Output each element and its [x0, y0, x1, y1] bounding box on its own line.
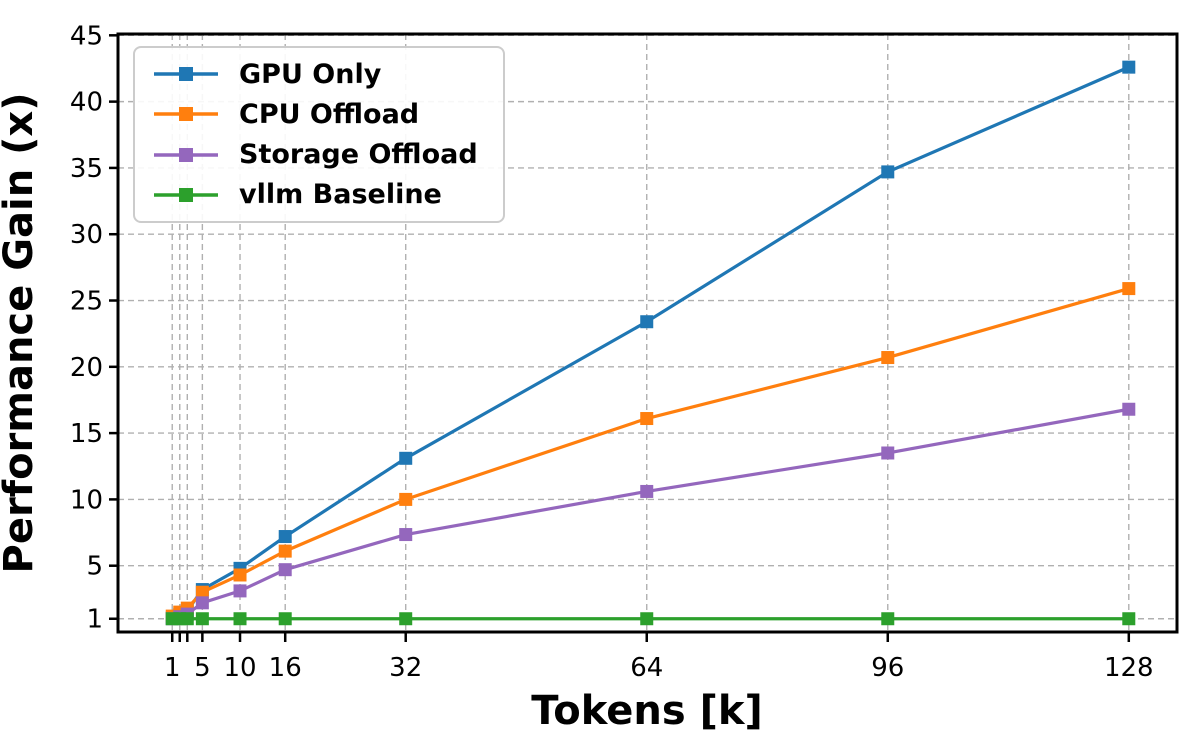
marker-vllm-baseline-64: [640, 612, 654, 626]
marker-vllm-baseline-16: [278, 612, 292, 626]
marker-gpu-only-128: [1122, 60, 1136, 74]
y-tick-label-45: 45: [70, 21, 103, 51]
y-tick-label-20: 20: [70, 353, 103, 383]
marker-storage-offload-32: [399, 528, 413, 542]
y-axis-label: Performance Gain (x): [0, 93, 42, 574]
x-tick-label-128: 128: [1104, 653, 1154, 683]
marker-vllm-baseline-10: [233, 612, 247, 626]
x-tick-label-1: 1: [164, 653, 181, 683]
marker-cpu-offload-10: [233, 568, 247, 582]
marker-vllm-baseline-3: [180, 612, 194, 626]
series-line-cpu-offload: [171, 287, 1130, 618]
legend-label-vllm-baseline: vllm Baseline: [239, 179, 442, 211]
x-tick-label-64: 64: [630, 653, 663, 683]
legend-swatch-vllm-baseline: [154, 187, 218, 202]
y-tick-label-40: 40: [70, 88, 103, 118]
series-line-storage-offload: [171, 407, 1130, 621]
legend: GPU Only CPU Offload Storage Offload vllm B…: [133, 46, 505, 223]
y-tick-label-1: 1: [86, 605, 103, 635]
marker-storage-offload-64: [640, 484, 654, 498]
series-vllm-baseline: [165, 612, 1136, 626]
legend-item-storage-offload: Storage Offload: [153, 141, 485, 168]
marker-vllm-baseline-128: [1122, 612, 1136, 626]
x-axis-label: Tokens [k]: [531, 688, 762, 734]
legend-marker-vllm-baseline: [179, 187, 193, 202]
series-storage-offload: [165, 402, 1136, 626]
series-cpu-offload: [165, 282, 1136, 623]
legend-label-gpu-only: GPU Only: [239, 58, 382, 90]
marker-cpu-offload-32: [399, 492, 413, 506]
y-tick-label-30: 30: [70, 220, 103, 250]
marker-storage-offload-96: [881, 446, 895, 460]
legend-item-gpu-only: GPU Only: [153, 61, 485, 88]
legend-label-cpu-offload: CPU Offload: [239, 98, 420, 130]
legend-item-cpu-offload: CPU Offload: [153, 101, 485, 128]
x-tick-label-16: 16: [269, 653, 302, 683]
marker-cpu-offload-16: [278, 544, 292, 558]
legend-item-vllm-baseline: vllm Baseline: [153, 181, 485, 208]
marker-gpu-only-16: [278, 530, 292, 544]
legend-label-storage-offload: Storage Offload: [239, 139, 478, 171]
marker-cpu-offload-96: [881, 351, 895, 365]
legend-swatch-cpu-offload: [154, 107, 218, 122]
x-tick-label-10: 10: [223, 653, 256, 683]
x-tick-label-5: 5: [194, 653, 211, 683]
y-tick-label-25: 25: [70, 287, 103, 317]
marker-gpu-only-96: [881, 165, 895, 179]
marker-storage-offload-10: [233, 584, 247, 598]
y-tick-label-15: 15: [70, 419, 103, 449]
legend-marker-storage-offload: [179, 147, 193, 162]
legend-swatch-gpu-only: [154, 67, 218, 82]
legend-marker-cpu-offload: [179, 107, 193, 122]
marker-storage-offload-16: [278, 563, 292, 577]
marker-storage-offload-128: [1122, 402, 1136, 416]
legend-swatch-storage-offload: [154, 147, 218, 162]
x-tick-label-96: 96: [871, 653, 904, 683]
marker-gpu-only-64: [640, 315, 654, 329]
axis-ticks: [109, 34, 1131, 642]
y-tick-label-35: 35: [70, 154, 103, 184]
data-series: [165, 60, 1136, 626]
marker-cpu-offload-5: [195, 585, 209, 599]
x-tick-label-32: 32: [389, 653, 422, 683]
marker-vllm-baseline-96: [881, 612, 895, 626]
marker-cpu-offload-64: [640, 412, 654, 426]
marker-vllm-baseline-32: [399, 612, 413, 626]
marker-cpu-offload-128: [1122, 282, 1136, 296]
marker-gpu-only-32: [399, 451, 413, 465]
marker-storage-offload-5: [195, 596, 209, 610]
y-tick-label-5: 5: [86, 552, 103, 582]
marker-vllm-baseline-5: [195, 612, 209, 626]
legend-marker-gpu-only: [179, 67, 193, 82]
y-tick-label-10: 10: [70, 485, 103, 515]
